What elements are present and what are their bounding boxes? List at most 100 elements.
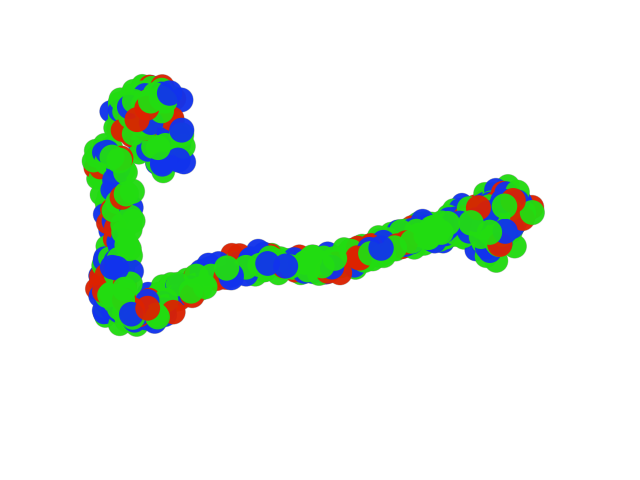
Point	[401, 226, 412, 233]
Point	[426, 219, 436, 227]
Point	[146, 119, 156, 126]
Point	[129, 119, 139, 127]
Point	[259, 250, 269, 258]
Point	[121, 190, 131, 198]
Point	[253, 253, 264, 261]
Point	[147, 103, 157, 110]
Point	[98, 307, 108, 314]
Point	[106, 144, 116, 152]
Point	[450, 215, 460, 223]
Point	[132, 138, 143, 145]
Point	[108, 225, 118, 233]
Point	[412, 219, 422, 227]
Point	[119, 108, 129, 116]
Point	[449, 221, 460, 228]
Point	[140, 89, 150, 97]
Point	[176, 131, 186, 139]
Point	[484, 228, 495, 236]
Point	[386, 229, 396, 237]
Point	[138, 83, 148, 90]
Point	[141, 89, 151, 97]
Point	[477, 223, 488, 231]
Point	[135, 101, 145, 109]
Point	[160, 144, 170, 152]
Point	[143, 304, 153, 312]
Point	[441, 234, 451, 242]
Point	[143, 95, 154, 103]
Point	[131, 93, 141, 100]
Point	[189, 274, 200, 281]
Point	[479, 190, 490, 197]
Point	[321, 269, 331, 277]
Point	[109, 176, 120, 184]
Point	[391, 233, 401, 241]
Point	[150, 100, 160, 108]
Point	[517, 215, 527, 222]
Point	[400, 241, 410, 249]
Point	[95, 165, 105, 172]
Point	[234, 252, 244, 259]
Point	[105, 260, 115, 268]
Point	[133, 310, 143, 317]
Point	[391, 246, 401, 253]
Point	[109, 298, 119, 306]
Point	[450, 229, 460, 237]
Point	[482, 243, 492, 251]
Point	[152, 313, 163, 321]
Point	[154, 133, 164, 141]
Point	[191, 272, 202, 280]
Point	[502, 203, 512, 210]
Point	[143, 289, 153, 297]
Point	[142, 137, 152, 144]
Point	[464, 205, 474, 213]
Point	[179, 158, 189, 166]
Point	[506, 228, 516, 235]
Point	[289, 255, 300, 263]
Point	[141, 314, 151, 322]
Point	[489, 190, 499, 198]
Point	[146, 115, 156, 122]
Point	[140, 314, 150, 322]
Point	[137, 305, 147, 313]
Point	[374, 252, 384, 259]
Point	[147, 297, 157, 305]
Point	[144, 120, 154, 128]
Point	[126, 204, 136, 212]
Point	[152, 155, 162, 162]
Point	[137, 145, 147, 153]
Point	[461, 228, 472, 235]
Point	[389, 235, 399, 242]
Point	[152, 300, 163, 307]
Point	[390, 244, 400, 252]
Point	[141, 98, 151, 106]
Point	[336, 263, 346, 270]
Point	[167, 129, 177, 136]
Point	[250, 260, 260, 268]
Point	[147, 297, 157, 305]
Point	[120, 168, 131, 176]
Point	[108, 207, 118, 215]
Point	[147, 103, 157, 110]
Point	[159, 304, 169, 312]
Point	[166, 280, 176, 288]
Point	[151, 121, 161, 129]
Point	[98, 262, 108, 269]
Point	[497, 218, 507, 226]
Point	[492, 209, 502, 216]
Point	[336, 263, 346, 270]
Point	[186, 284, 196, 291]
Point	[497, 223, 507, 231]
Point	[351, 264, 361, 272]
Point	[245, 256, 255, 264]
Point	[373, 233, 383, 240]
Point	[499, 228, 509, 235]
Point	[305, 255, 315, 263]
Point	[145, 97, 156, 105]
Point	[406, 230, 416, 238]
Point	[109, 279, 119, 287]
Point	[438, 225, 449, 232]
Point	[420, 218, 430, 226]
Point	[230, 258, 240, 266]
Point	[440, 229, 451, 237]
Point	[141, 93, 151, 100]
